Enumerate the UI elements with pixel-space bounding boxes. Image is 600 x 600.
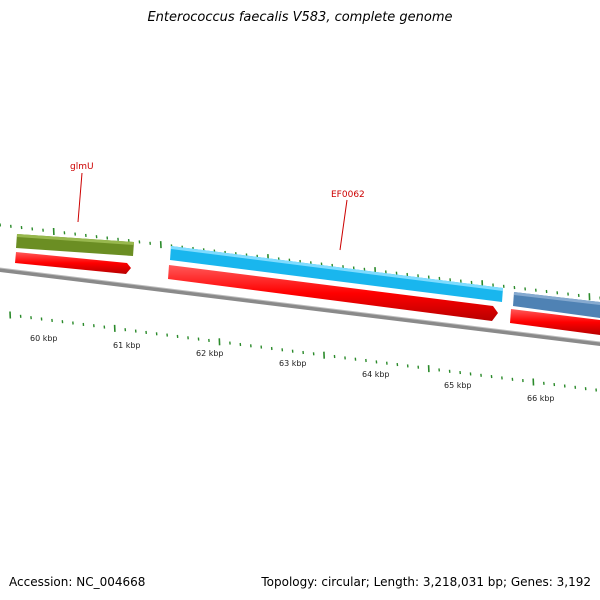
tick-label-62: 62 kbp xyxy=(196,349,224,358)
EF0062-label-leader xyxy=(339,199,348,251)
tick-label-60: 60 kbp xyxy=(30,334,58,343)
gene-label-EF0062[interactable]: EF0062 xyxy=(331,190,365,200)
genome-summary-text: Topology: circular; Length: 3,218,031 bp… xyxy=(261,575,591,589)
tick-label-64: 64 kbp xyxy=(362,370,390,379)
tick-label-61: 61 kbp xyxy=(113,341,141,350)
gene-unnamed[interactable] xyxy=(513,292,600,318)
map-title: Enterococcus faecalis V583, complete gen… xyxy=(147,10,453,25)
glmU-label-leader xyxy=(77,172,83,223)
genome-backbone xyxy=(0,268,600,346)
tick-label-65: 65 kbp xyxy=(444,381,472,390)
tick-label-66: 66 kbp xyxy=(527,394,555,403)
gene-label-glmU[interactable]: glmU xyxy=(70,162,94,172)
gene-EF0062[interactable] xyxy=(170,246,503,302)
accession-text: Accession: NC_004668 xyxy=(9,575,146,589)
tick-label-63: 63 kbp xyxy=(279,359,307,368)
lower-tick-ring xyxy=(9,311,597,392)
upper-tick-ring xyxy=(0,223,600,301)
cds-glmU[interactable] xyxy=(15,252,131,274)
cds-unnamed[interactable] xyxy=(510,309,600,335)
gene-glmU[interactable] xyxy=(16,234,134,256)
cds-EF0062[interactable] xyxy=(168,265,498,321)
